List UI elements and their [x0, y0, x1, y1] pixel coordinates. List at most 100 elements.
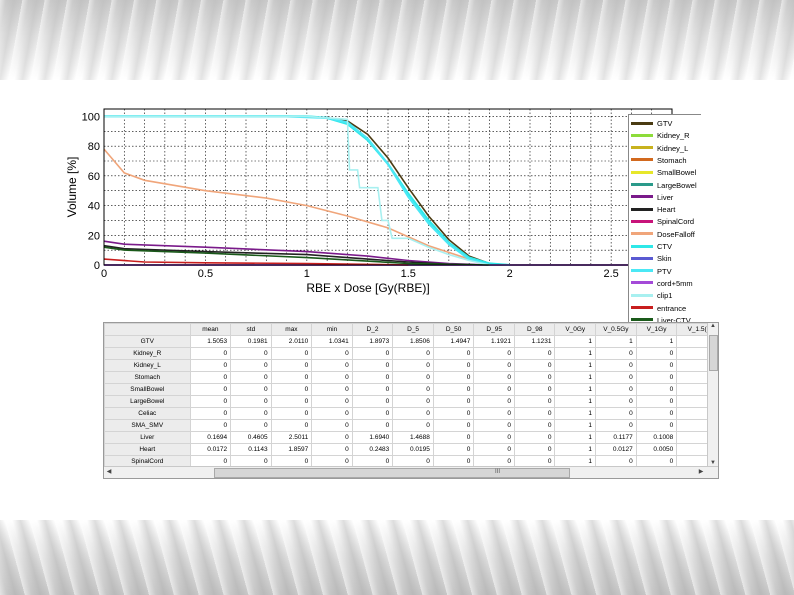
- table-cell[interactable]: 0: [432, 371, 475, 384]
- table-cell[interactable]: 0.1981: [230, 335, 272, 348]
- table-cell[interactable]: 0: [270, 371, 313, 384]
- table-cell[interactable]: 1.8506: [392, 335, 434, 348]
- column-header[interactable]: V_0Gy: [554, 323, 597, 336]
- table-cell[interactable]: 0: [351, 371, 394, 384]
- table-cell[interactable]: 0: [230, 371, 272, 384]
- table-cell[interactable]: 0: [189, 419, 232, 432]
- table-cell[interactable]: 0: [230, 455, 272, 468]
- table-row[interactable]: LargeBowel 0 0 0 0 0 0 0 0 0 1 0 0: [104, 395, 718, 408]
- vertical-scrollbar[interactable]: ▲ ▼: [707, 323, 718, 466]
- table-cell[interactable]: 0: [392, 371, 434, 384]
- table-cell[interactable]: 0: [635, 359, 678, 372]
- table-cell[interactable]: 0: [311, 359, 353, 372]
- table-cell[interactable]: 2.0110: [270, 335, 313, 348]
- table-cell[interactable]: 0.4605: [230, 431, 272, 444]
- table-cell[interactable]: 0: [189, 455, 232, 468]
- table-row[interactable]: Kidney_R 0 0 0 0 0 0 0 0 0 1 0 0: [104, 347, 718, 360]
- table-cell[interactable]: 0: [351, 359, 394, 372]
- stats-grid[interactable]: mean std max min D_2 D_5 D_50 D_95 D_98 V_0Gy V_0.…: [104, 323, 718, 468]
- column-header[interactable]: std: [230, 323, 272, 336]
- row-header[interactable]: Celiac: [104, 407, 191, 420]
- column-header[interactable]: mean: [189, 323, 232, 336]
- table-cell[interactable]: 1.6940: [351, 431, 394, 444]
- table-cell[interactable]: 0: [432, 419, 475, 432]
- table-cell[interactable]: 0: [635, 419, 678, 432]
- table-cell[interactable]: 1: [554, 371, 597, 384]
- table-row[interactable]: GTV 1.5053 0.1981 2.0110 1.0341 1.8973 1.8506 1…: [104, 335, 718, 348]
- table-cell[interactable]: 1: [554, 383, 597, 396]
- table-cell[interactable]: 0.1008: [635, 431, 678, 444]
- table-cell[interactable]: 0: [432, 431, 475, 444]
- table-cell[interactable]: 1.1921: [473, 335, 515, 348]
- table-cell[interactable]: 0: [473, 347, 515, 360]
- table-cell[interactable]: 0.1177: [595, 431, 637, 444]
- row-header[interactable]: Kidney_R: [104, 347, 191, 360]
- column-header[interactable]: D_95: [473, 323, 515, 336]
- table-cell[interactable]: 0: [595, 419, 637, 432]
- table-cell[interactable]: 1: [554, 443, 597, 456]
- column-header[interactable]: D_50: [432, 323, 475, 336]
- table-cell[interactable]: 0: [513, 431, 556, 444]
- table-cell[interactable]: 1: [595, 335, 637, 348]
- table-cell[interactable]: 0: [230, 407, 272, 420]
- table-cell[interactable]: 0.2483: [351, 443, 394, 456]
- table-cell[interactable]: 0: [230, 395, 272, 408]
- table-cell[interactable]: 1.4688: [392, 431, 434, 444]
- table-row[interactable]: Heart 0.0172 0.1143 1.8597 0 0.2483 0.0195 0 0 0 1…: [104, 443, 718, 456]
- table-cell[interactable]: 0: [351, 407, 394, 420]
- table-cell[interactable]: 0: [513, 383, 556, 396]
- dose-statistics-table[interactable]: mean std max min D_2 D_5 D_50 D_95 D_98 V_0Gy V_0.…: [103, 322, 719, 479]
- table-cell[interactable]: 0: [270, 407, 313, 420]
- table-cell[interactable]: 0: [635, 347, 678, 360]
- table-cell[interactable]: 0: [473, 443, 515, 456]
- table-cell[interactable]: 0: [473, 383, 515, 396]
- table-cell[interactable]: 1: [554, 359, 597, 372]
- row-header[interactable]: Stomach: [104, 371, 191, 384]
- table-cell[interactable]: 1.4947: [432, 335, 475, 348]
- table-cell[interactable]: 0: [311, 371, 353, 384]
- table-cell[interactable]: 0: [230, 419, 272, 432]
- table-cell[interactable]: 0: [230, 383, 272, 396]
- table-cell[interactable]: 0: [595, 347, 637, 360]
- table-cell[interactable]: 0: [513, 359, 556, 372]
- table-cell[interactable]: 0: [432, 395, 475, 408]
- table-cell[interactable]: 0: [392, 347, 434, 360]
- table-cell[interactable]: 0: [392, 407, 434, 420]
- table-cell[interactable]: 0: [392, 359, 434, 372]
- table-cell[interactable]: 0.0172: [189, 443, 232, 456]
- table-cell[interactable]: 0: [270, 395, 313, 408]
- table-cell[interactable]: 0: [392, 395, 434, 408]
- table-cell[interactable]: 0: [189, 383, 232, 396]
- table-cell[interactable]: 0: [473, 419, 515, 432]
- table-cell[interactable]: 0: [513, 407, 556, 420]
- table-cell[interactable]: 0.0195: [392, 443, 434, 456]
- table-cell[interactable]: 0: [432, 443, 475, 456]
- scroll-down-icon[interactable]: ▼: [710, 460, 716, 466]
- table-cell[interactable]: 0: [189, 359, 232, 372]
- table-cell[interactable]: 0.0050: [635, 443, 678, 456]
- table-cell[interactable]: 0: [311, 347, 353, 360]
- table-cell[interactable]: 0: [473, 455, 515, 468]
- table-cell[interactable]: 0: [230, 359, 272, 372]
- table-cell[interactable]: 0: [351, 383, 394, 396]
- row-header[interactable]: SMA_SMV: [104, 419, 191, 432]
- table-cell[interactable]: 0: [311, 431, 353, 444]
- table-cell[interactable]: 0: [635, 383, 678, 396]
- table-cell[interactable]: 0: [513, 371, 556, 384]
- column-header[interactable]: min: [311, 323, 353, 336]
- table-cell[interactable]: 0: [595, 407, 637, 420]
- table-cell[interactable]: 0: [432, 455, 475, 468]
- table-cell[interactable]: 0: [635, 395, 678, 408]
- row-header[interactable]: Heart: [104, 443, 191, 456]
- table-cell[interactable]: 0: [513, 395, 556, 408]
- table-cell[interactable]: 0: [270, 359, 313, 372]
- table-cell[interactable]: 0: [351, 347, 394, 360]
- table-cell[interactable]: 1.8973: [351, 335, 394, 348]
- row-header[interactable]: LargeBowel: [104, 395, 191, 408]
- scroll-left-icon[interactable]: ◀: [106, 469, 112, 475]
- table-cell[interactable]: 0: [432, 407, 475, 420]
- table-cell[interactable]: 0: [635, 407, 678, 420]
- table-cell[interactable]: 0: [270, 419, 313, 432]
- table-cell[interactable]: 1.8597: [270, 443, 313, 456]
- table-cell[interactable]: 0: [595, 371, 637, 384]
